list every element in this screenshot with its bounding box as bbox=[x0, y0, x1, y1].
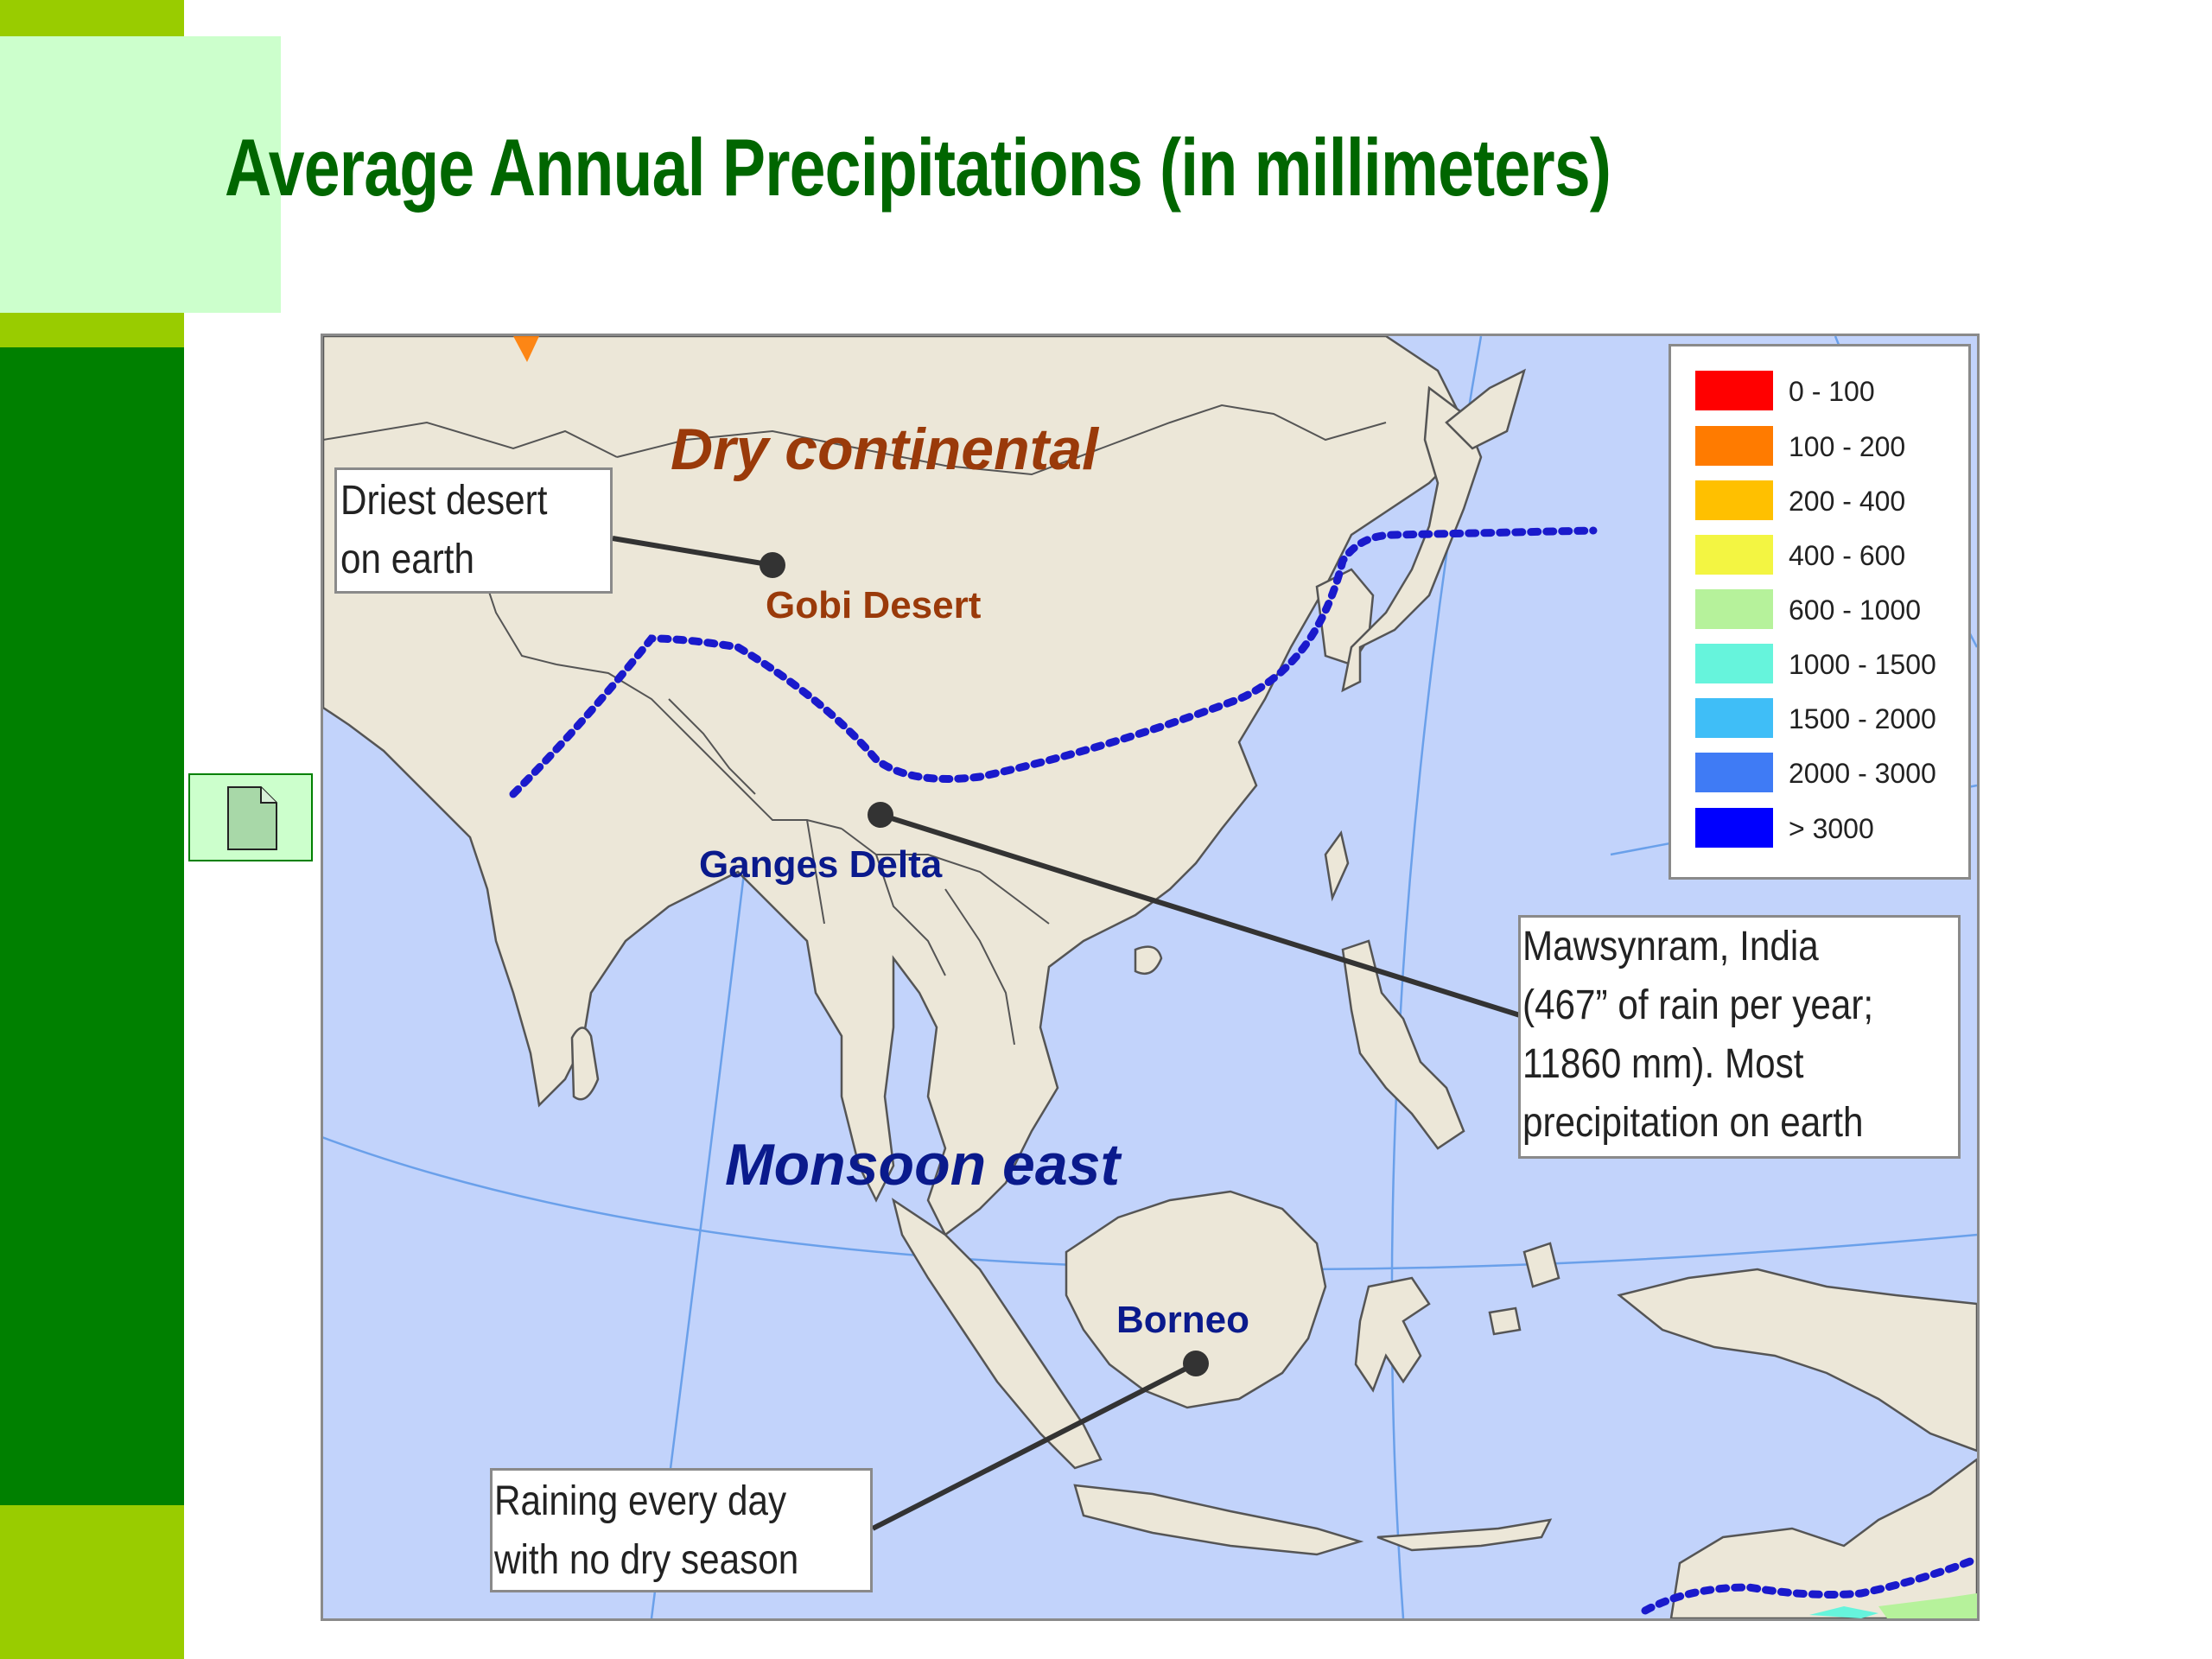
land-hainan bbox=[1134, 945, 1163, 976]
region-label-monsoon-east: Monsoon east bbox=[725, 1132, 1121, 1198]
legend-label: 0 - 100 bbox=[1789, 376, 1875, 407]
land-hokkaido bbox=[1445, 368, 1526, 450]
callout-raining-every-day: Raining every day with no dry season bbox=[490, 1468, 873, 1592]
legend-label: > 3000 bbox=[1789, 813, 1874, 844]
legend-label: 2000 - 3000 bbox=[1789, 758, 1936, 789]
place-label-gobi-desert: Gobi Desert bbox=[766, 584, 982, 626]
dot-borneo bbox=[1183, 1351, 1209, 1376]
callout-line: Mawsynram, India bbox=[1522, 924, 1819, 969]
dot-mawsynram bbox=[868, 802, 893, 828]
legend-swatch bbox=[1695, 535, 1773, 575]
precip-patch-teal bbox=[1809, 1606, 1878, 1618]
monsoon-boundary-line bbox=[509, 526, 1598, 798]
land-japan bbox=[1341, 385, 1483, 693]
precip-patch-green bbox=[1878, 1593, 1977, 1618]
accent-bar-bottom bbox=[0, 1505, 184, 1659]
precipitation-legend: 0 - 100 100 - 200 200 - 400 400 - 600 60… bbox=[1669, 344, 1971, 880]
legend-swatch bbox=[1695, 808, 1773, 848]
precipitation-map: Dry continental Monsoon east Gobi Desert… bbox=[321, 334, 1980, 1621]
place-label-ganges-delta: Ganges Delta bbox=[699, 843, 943, 886]
legend-swatch bbox=[1695, 698, 1773, 738]
document-icon bbox=[227, 786, 277, 850]
leader-mawsynram bbox=[880, 812, 1521, 1018]
callout-line: with no dry season bbox=[494, 1537, 799, 1583]
callout-leaders bbox=[612, 536, 1521, 1531]
accent-bar-mid bbox=[0, 313, 184, 347]
legend-label: 100 - 200 bbox=[1789, 431, 1906, 462]
land-philippines bbox=[1341, 939, 1465, 1150]
precip-patch-orange bbox=[513, 336, 539, 362]
leader-borneo bbox=[871, 1361, 1198, 1531]
accent-block-light bbox=[0, 36, 281, 313]
legend-label: 200 - 400 bbox=[1789, 486, 1906, 517]
callout-line: on earth bbox=[340, 537, 475, 582]
land-java bbox=[1073, 1484, 1364, 1556]
legend-swatch bbox=[1695, 589, 1773, 629]
land-sumatra bbox=[892, 1198, 1103, 1470]
callout-mawsynram: Mawsynram, India (467” of rain per year;… bbox=[1518, 915, 1961, 1159]
land-lesser-sunda bbox=[1376, 1518, 1553, 1552]
accent-bar-top bbox=[0, 0, 184, 36]
leader-desert bbox=[612, 536, 773, 568]
legend-swatch bbox=[1695, 371, 1773, 410]
callout-line: Driest desert bbox=[340, 478, 548, 524]
legend-swatch bbox=[1695, 753, 1773, 792]
accent-bar-dark bbox=[0, 347, 184, 1505]
callout-line: 11860 mm). Most bbox=[1522, 1041, 1804, 1087]
callout-line: precipitation on earth bbox=[1522, 1100, 1864, 1146]
region-label-dry-continental: Dry continental bbox=[671, 416, 1098, 482]
land-new-guinea bbox=[1617, 1268, 1977, 1452]
legend-label: 600 - 1000 bbox=[1789, 594, 1922, 626]
callout-line: Raining every day bbox=[494, 1478, 787, 1524]
callout-dots bbox=[760, 552, 1209, 1376]
legend-swatch bbox=[1695, 426, 1773, 466]
land-sri-lanka bbox=[570, 1027, 600, 1101]
legend-swatch bbox=[1695, 644, 1773, 683]
document-attachment[interactable] bbox=[188, 773, 313, 861]
land-taiwan bbox=[1324, 830, 1350, 902]
dot-gobi bbox=[760, 552, 785, 578]
place-label-borneo: Borneo bbox=[1116, 1299, 1249, 1341]
callout-line: (467” of rain per year; bbox=[1522, 982, 1874, 1028]
legend-label: 400 - 600 bbox=[1789, 540, 1906, 571]
slide-title: Average Annual Precipitations (in millim… bbox=[225, 122, 1611, 213]
monsoon-boundary-line-south bbox=[1641, 1554, 1977, 1615]
land-moluccas bbox=[1488, 1242, 1560, 1336]
land-australia bbox=[1669, 1458, 1977, 1618]
land-sulawesi bbox=[1354, 1276, 1431, 1393]
callout-driest-desert: Driest desert on earth bbox=[334, 467, 613, 594]
legend-label: 1500 - 2000 bbox=[1789, 703, 1936, 734]
land-borneo bbox=[1065, 1190, 1327, 1409]
legend-label: 1000 - 1500 bbox=[1789, 649, 1936, 680]
legend-swatch bbox=[1695, 480, 1773, 520]
